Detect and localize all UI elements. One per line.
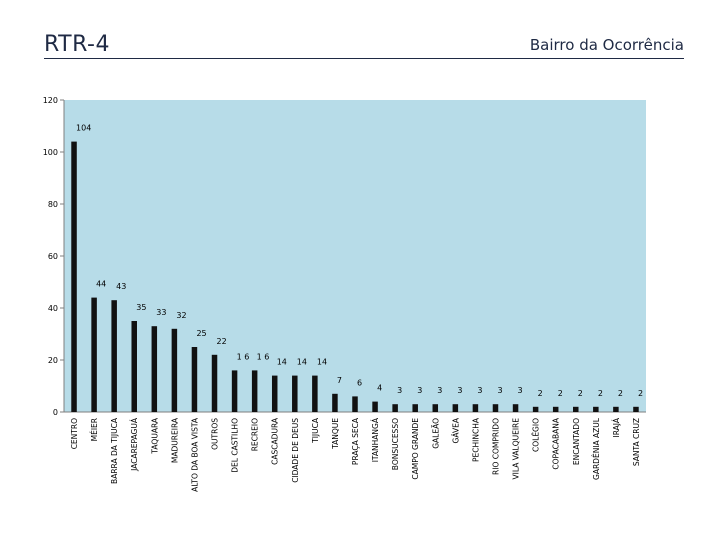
- bar: [613, 406, 619, 412]
- bar: [111, 300, 117, 412]
- data-label: 7: [337, 376, 342, 385]
- category-label: VILA VALQUEIRE: [512, 418, 521, 480]
- category-label: PECHINCHA: [471, 417, 480, 462]
- bar: [91, 297, 97, 412]
- bar: [412, 404, 418, 412]
- category-label: TAQUARA: [150, 417, 159, 454]
- category-label: ENCANTADO: [572, 418, 581, 465]
- bar: [452, 404, 459, 412]
- category-label: CENTRO: [70, 418, 79, 449]
- page-title: RTR-4: [44, 32, 110, 57]
- category-label: ALTO DA BOA VISTA: [190, 417, 199, 492]
- data-label: 3: [497, 386, 502, 395]
- category-label: IRAJÁ: [612, 417, 621, 437]
- data-label: 2: [598, 389, 603, 398]
- data-label: 1 6: [237, 352, 250, 361]
- bar: [472, 404, 479, 412]
- data-label: 14: [277, 358, 287, 367]
- bar: [171, 328, 178, 412]
- category-label: MADUREIRA: [170, 417, 179, 463]
- bar: [211, 354, 218, 412]
- data-label: 35: [136, 303, 146, 312]
- category-label: TANQUE: [331, 418, 340, 450]
- category-label: RECREIO: [251, 418, 260, 451]
- plot-area: [64, 100, 646, 412]
- y-tick-label: 80: [48, 200, 58, 209]
- bar: [552, 406, 559, 412]
- data-label: 3: [437, 386, 442, 395]
- category-label: OUTROS: [211, 418, 220, 450]
- category-label: MÉIER: [90, 418, 99, 441]
- bar: [573, 406, 579, 412]
- bar: [512, 404, 519, 412]
- bar: [271, 375, 278, 412]
- bar: [312, 375, 318, 412]
- category-label: RIO COMPRIDO: [491, 418, 500, 475]
- data-label: 14: [317, 358, 327, 367]
- bar: [292, 375, 298, 412]
- y-tick-label: 40: [48, 304, 58, 313]
- bar: [432, 404, 439, 412]
- data-label: 2: [578, 389, 583, 398]
- data-label: 4: [377, 384, 382, 393]
- data-label: 6: [357, 378, 362, 387]
- category-label: CIDADE DE DEUS: [291, 418, 300, 483]
- category-label: JACAREPAGUÁ: [130, 417, 139, 472]
- bar: [151, 326, 158, 412]
- category-label: COLÉGIO: [532, 418, 541, 452]
- category-label: ITANHANGÁ: [371, 417, 380, 462]
- category-label: BONSUCESSO: [391, 418, 400, 470]
- chart-subtitle: Bairro da Ocorrência: [529, 36, 684, 54]
- bar: [352, 396, 358, 412]
- data-label: 2: [558, 389, 563, 398]
- category-label: DEL CASTILHO: [231, 418, 240, 473]
- data-label: 43: [116, 282, 126, 291]
- data-label: 33: [156, 308, 166, 317]
- data-label: 3: [457, 386, 462, 395]
- bar: [251, 370, 258, 412]
- title-divider: [44, 58, 684, 59]
- y-tick-label: 120: [43, 96, 58, 105]
- category-label: GARDÊNIA AZUL: [592, 417, 601, 480]
- y-tick-label: 0: [53, 408, 58, 417]
- bar: [532, 406, 539, 412]
- bar: [191, 347, 198, 412]
- bar: [392, 404, 398, 412]
- category-label: COPACABANA: [552, 417, 561, 469]
- category-label: SANTA CRUZ: [632, 418, 641, 466]
- bar: [71, 141, 77, 412]
- y-tick-label: 60: [48, 252, 58, 261]
- data-label: 14: [297, 358, 307, 367]
- category-label: GALEÃO: [431, 418, 440, 449]
- data-label: 2: [538, 389, 543, 398]
- bar: [492, 404, 499, 412]
- bar: [593, 406, 599, 412]
- bar: [231, 370, 238, 412]
- bar: [131, 321, 137, 412]
- data-label: 22: [217, 337, 227, 346]
- data-label: 25: [196, 329, 206, 338]
- data-label: 3: [518, 386, 523, 395]
- data-label: 3: [397, 386, 402, 395]
- bar: [332, 393, 338, 412]
- category-label: BARRA DA TIJUCA: [110, 417, 119, 484]
- category-label: CASCADURA: [271, 417, 280, 465]
- bar: [372, 401, 378, 412]
- category-label: TIJUCA: [311, 417, 320, 444]
- data-label: 2: [638, 389, 643, 398]
- data-label: 44: [96, 280, 106, 289]
- data-label: 2: [618, 389, 623, 398]
- data-label: 1 6: [257, 352, 270, 361]
- category-label: GÁVEA: [451, 417, 460, 443]
- data-label: 3: [477, 386, 482, 395]
- category-label: PRAÇA SECA: [351, 417, 360, 465]
- data-label: 3: [417, 386, 422, 395]
- category-label: CAMPO GRANDE: [411, 418, 420, 480]
- data-label: 32: [176, 311, 186, 320]
- y-tick-label: 100: [43, 148, 58, 157]
- data-label: 104: [76, 124, 91, 133]
- bar: [633, 406, 639, 412]
- y-tick-label: 20: [48, 356, 58, 365]
